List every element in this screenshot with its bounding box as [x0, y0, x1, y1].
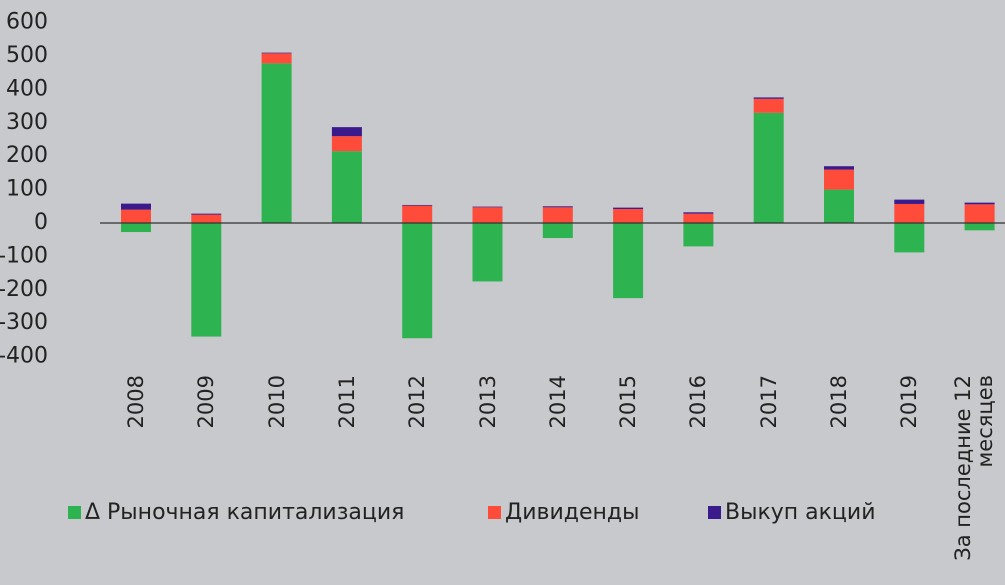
bar-segment: [753, 112, 784, 223]
x-tick-label: 2016: [686, 375, 711, 429]
bar-segment: [542, 206, 573, 208]
bar-segment: [331, 136, 362, 152]
y-tick-label: -100: [0, 243, 48, 268]
legend-label: Выкуп акций: [725, 500, 876, 525]
bar-segment: [331, 127, 362, 137]
bar-segment: [894, 203, 925, 223]
bar-segment: [261, 63, 292, 224]
y-tick-label: -200: [0, 277, 48, 302]
x-tick-label: 2009: [194, 375, 219, 429]
x-tick-label: 2017: [756, 375, 781, 429]
bar-segment: [472, 206, 503, 208]
bar-segment: [683, 223, 714, 247]
bar-segment: [542, 207, 573, 223]
bar-segment: [753, 97, 784, 99]
y-tick-label: 100: [6, 177, 48, 202]
y-tick-label: 400: [6, 76, 48, 101]
x-tick-label: 2008: [124, 375, 148, 429]
y-tick-label: 600: [6, 10, 48, 35]
bar-segment: [121, 209, 151, 223]
bar-segment: [261, 52, 292, 54]
legend-item: Δ Рыночная капитализация: [68, 500, 404, 525]
bar-segment: [472, 223, 503, 282]
bar-segment: [331, 151, 362, 223]
x-tick-label: 2011: [334, 375, 359, 429]
y-tick-label: 200: [6, 143, 48, 168]
bar-segment: [402, 204, 433, 206]
x-tick-label: 2012: [405, 375, 430, 429]
bar-segment: [894, 223, 925, 253]
bar-segment: [683, 212, 714, 214]
bar-segment: [121, 203, 151, 210]
bar-segment: [964, 202, 995, 205]
bar-segment: [613, 207, 644, 209]
bar-segment: [753, 98, 784, 113]
y-tick-label: -400: [0, 344, 48, 369]
bar-segment: [542, 223, 573, 239]
legend-item: Выкуп акций: [708, 500, 876, 525]
y-tick-label: 0: [34, 210, 48, 235]
bar-segment: [824, 166, 854, 170]
legend-swatch: [708, 506, 721, 519]
legend-label: Дивиденды: [505, 500, 640, 525]
bar-segment: [191, 213, 222, 215]
bar-segment: [824, 169, 854, 190]
bar-segment: [894, 199, 925, 204]
bar-segment: [613, 223, 644, 299]
bar-segment: [472, 207, 503, 223]
bar-segment: [191, 214, 222, 223]
y-tick-label: 500: [6, 43, 48, 68]
x-tick-label: 2019: [897, 375, 922, 429]
bar-segment: [613, 208, 644, 223]
legend-item: Дивиденды: [488, 500, 639, 525]
y-tick-label: 300: [6, 110, 48, 135]
bar-segment: [261, 53, 292, 64]
bar-segment: [402, 223, 433, 339]
x-tick-label: 2014: [545, 375, 570, 429]
legend-swatch: [68, 506, 81, 519]
y-tick-label: -300: [0, 310, 48, 335]
legend-label: Δ Рыночная капитализация: [85, 500, 405, 525]
bar-segment: [964, 204, 995, 223]
bar-segment: [683, 213, 714, 223]
x-tick-label: 2013: [475, 375, 500, 429]
x-tick-label: За последние 12 месяцев: [950, 375, 997, 561]
bar-segment: [121, 223, 151, 233]
legend-swatch: [488, 506, 501, 519]
x-tick-label: 2018: [827, 375, 851, 429]
bar-segment: [964, 223, 995, 231]
x-tick-label: 2015: [616, 375, 641, 429]
bar-segment: [402, 205, 433, 223]
bar-segment: [191, 223, 222, 337]
bar-segment: [824, 189, 854, 223]
x-tick-label: 2010: [264, 375, 289, 429]
